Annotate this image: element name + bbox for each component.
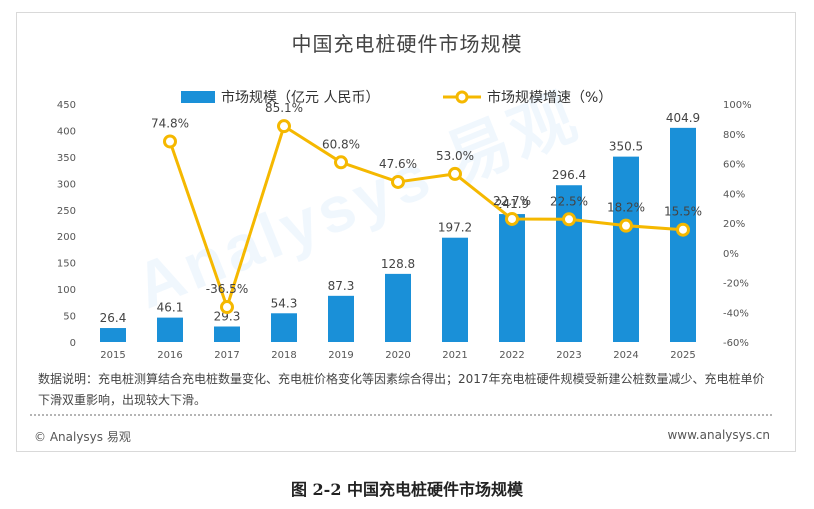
bar — [499, 214, 525, 342]
x-tick-label: 2025 — [670, 350, 695, 361]
y-left-tick-label: 150 — [57, 259, 76, 270]
bar — [100, 328, 126, 342]
growth-value-label: 15.5% — [664, 205, 702, 219]
growth-line — [168, 124, 684, 309]
legend-bar-label: 市场规模（亿元 人民币） — [221, 89, 379, 106]
bar — [556, 185, 582, 342]
growth-point — [676, 222, 690, 237]
y-right-tick-label: -40% — [723, 308, 749, 319]
bar-value-label: 296.4 — [552, 168, 586, 182]
growth-point — [163, 134, 177, 149]
growth-point — [619, 218, 633, 233]
growth-point — [334, 155, 348, 170]
y-right-tick-label: 0% — [723, 249, 739, 260]
growth-point — [448, 166, 462, 181]
bar-value-label: 54.3 — [271, 296, 298, 310]
figure-caption: 图 2-2 中国充电桩硬件市场规模 — [290, 480, 524, 499]
legend-line-label: 市场规模增速（%） — [487, 89, 612, 106]
legend-bar-swatch — [181, 91, 215, 103]
y-left-tick-label: 0 — [70, 338, 76, 349]
legend: 市场规模（亿元 人民币） 市场规模增速（%） — [181, 89, 612, 106]
x-tick-label: 2022 — [499, 350, 524, 361]
bar — [328, 295, 354, 342]
chart-title: 中国充电桩硬件市场规模 — [291, 32, 523, 56]
chart-frame — [16, 12, 796, 452]
y-left-tick-label: 450 — [57, 100, 76, 111]
y-left-tick-label: 50 — [63, 312, 76, 323]
y-left-tick-label: 300 — [57, 179, 76, 190]
bar-value-label: 46.1 — [157, 301, 184, 315]
y-left-tick-label: 400 — [57, 126, 76, 137]
y-right-tick-label: 60% — [723, 160, 745, 171]
x-tick-label: 2017 — [214, 350, 239, 361]
growth-value-label: -36.5% — [206, 282, 248, 296]
dotted-divider — [30, 414, 772, 416]
bar — [157, 317, 183, 342]
growth-point — [505, 211, 519, 226]
bar — [271, 313, 297, 342]
bar-value-label: 197.2 — [438, 221, 472, 235]
x-tick-label: 2024 — [613, 350, 638, 361]
growth-value-label: 53.0% — [436, 149, 474, 163]
y-right-tick-label: 40% — [723, 189, 745, 200]
data-note: 数据说明：充电桩测算结合充电桩数量变化、充电桩价格变化等因素综合得出；2017年… — [38, 372, 765, 407]
y-left-tick-label: 100 — [57, 285, 76, 296]
y-left-tick-label: 350 — [57, 153, 76, 164]
growth-value-label: 47.6% — [379, 157, 417, 171]
growth-value-label: 22.7% — [493, 194, 531, 208]
growth-value-label: 22.5% — [550, 194, 588, 208]
x-tick-label: 2023 — [556, 350, 581, 361]
bar-value-label: 26.4 — [100, 311, 127, 325]
y-left-tick-label: 250 — [57, 206, 76, 217]
growth-point — [391, 174, 405, 189]
bar — [385, 273, 411, 342]
x-tick-label: 2018 — [271, 350, 296, 361]
x-tick-label: 2021 — [442, 350, 467, 361]
y-right-tick-label: 20% — [723, 219, 745, 230]
growth-value-label: 85.1% — [265, 101, 303, 115]
growth-point — [220, 300, 234, 315]
legend-line-marker — [455, 90, 469, 104]
bar-value-label: 404.9 — [666, 111, 700, 125]
bar-value-label: 128.8 — [381, 257, 415, 271]
growth-value-label: 74.8% — [151, 116, 189, 130]
bar-value-label: 87.3 — [328, 279, 355, 293]
bar-value-label: 29.3 — [214, 310, 241, 324]
bar-value-label: 241.9 — [495, 197, 529, 211]
y-right-tick-label: 100% — [723, 100, 752, 111]
x-tick-label: 2019 — [328, 350, 353, 361]
bar — [442, 237, 468, 342]
growth-point — [562, 212, 576, 227]
growth-value-label: 18.2% — [607, 201, 645, 215]
brand-footer: © Analysys 易观 — [34, 430, 131, 444]
y-left-tick-label: 200 — [57, 232, 76, 243]
x-tick-label: 2020 — [385, 350, 410, 361]
growth-value-label: 60.8% — [322, 137, 360, 151]
x-tick-label: 2015 — [100, 350, 125, 361]
x-tick-label: 2016 — [157, 350, 182, 361]
bar — [214, 326, 240, 342]
website-footer: www.analysys.cn — [667, 428, 770, 442]
y-right-tick-label: -60% — [723, 338, 749, 349]
bar-value-label: 350.5 — [609, 140, 643, 154]
growth-point — [277, 119, 291, 134]
y-right-tick-label: -20% — [723, 279, 749, 290]
y-right-tick-label: 80% — [723, 130, 745, 141]
bar — [613, 156, 639, 342]
